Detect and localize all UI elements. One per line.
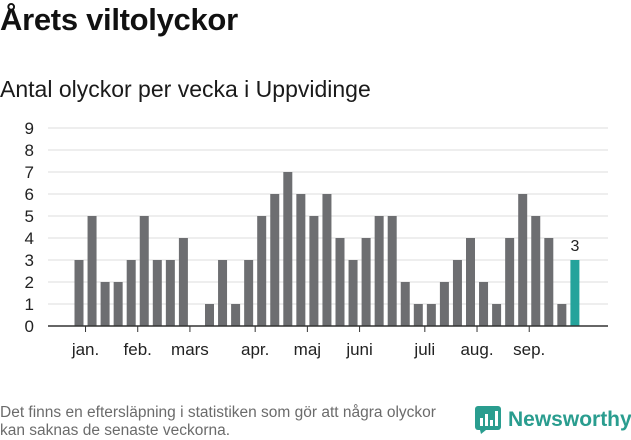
bar <box>74 260 84 326</box>
bar <box>100 282 110 326</box>
bar <box>178 238 188 326</box>
bar <box>309 216 319 326</box>
bar <box>400 282 410 326</box>
bar <box>439 282 449 326</box>
bar <box>361 238 371 326</box>
bar <box>387 216 397 326</box>
y-tick-label: 1 <box>25 295 34 314</box>
bar <box>296 194 306 326</box>
newsworthy-logo-icon <box>475 406 501 434</box>
bar-chart: 0 1 2 3 4 5 6 7 8 9 3 jan. feb. mars apr. maj juni juli au… <box>25 119 608 359</box>
bar <box>544 238 554 326</box>
y-tick-label: 8 <box>25 141 34 160</box>
y-tick-label: 6 <box>25 185 34 204</box>
bar <box>426 304 436 326</box>
y-tick-label: 5 <box>25 207 34 226</box>
y-tick-label: 4 <box>25 229 34 248</box>
bar <box>152 260 162 326</box>
bar <box>466 238 475 326</box>
bar <box>283 172 293 326</box>
bar <box>270 194 280 326</box>
x-tick-label: jan. <box>71 340 99 359</box>
x-tick-label: aug. <box>460 340 493 359</box>
bar <box>479 282 489 326</box>
chart-subtitle: Antal olyckor per vecka i Uppvidinge <box>0 76 371 102</box>
bar <box>231 304 241 326</box>
x-tick-label: juli <box>413 340 435 359</box>
y-tick-label: 9 <box>25 119 34 138</box>
x-tick-label: maj <box>294 340 321 359</box>
bar <box>518 194 528 326</box>
bar <box>218 260 228 326</box>
bar <box>139 216 149 326</box>
bar <box>557 304 567 326</box>
bar <box>244 260 254 326</box>
bar <box>452 260 462 326</box>
x-tick-label: juni <box>345 340 372 359</box>
highlight-value-label: 3 <box>570 238 579 255</box>
bar <box>348 260 358 326</box>
y-tick-label: 3 <box>25 251 34 270</box>
footnote: Det finns en eftersläpning i statistiken… <box>0 404 436 439</box>
y-tick-label: 7 <box>25 163 34 182</box>
bar <box>87 216 97 326</box>
x-tick-label: feb. <box>124 340 152 359</box>
bar <box>335 238 345 326</box>
bar <box>413 304 423 326</box>
brand-name: Newsworthy <box>508 408 631 431</box>
brand-logo[interactable]: Newsworthy <box>475 406 631 434</box>
bar <box>205 304 214 326</box>
chart-title: Årets viltolyckor <box>0 2 238 37</box>
y-tick-label: 0 <box>25 317 34 336</box>
bar <box>113 282 123 326</box>
bar <box>322 194 332 326</box>
bar <box>531 216 541 326</box>
x-tick-label: apr. <box>241 340 269 359</box>
y-tick-label: 2 <box>25 273 34 292</box>
x-tick-label: mars <box>171 340 209 359</box>
bar <box>257 216 267 326</box>
bar <box>374 216 384 326</box>
x-tick-label: sep. <box>513 340 545 359</box>
bar <box>492 304 502 326</box>
bar-highlight <box>570 260 580 326</box>
bar <box>505 238 515 326</box>
bar <box>165 260 175 326</box>
bar <box>126 260 136 326</box>
